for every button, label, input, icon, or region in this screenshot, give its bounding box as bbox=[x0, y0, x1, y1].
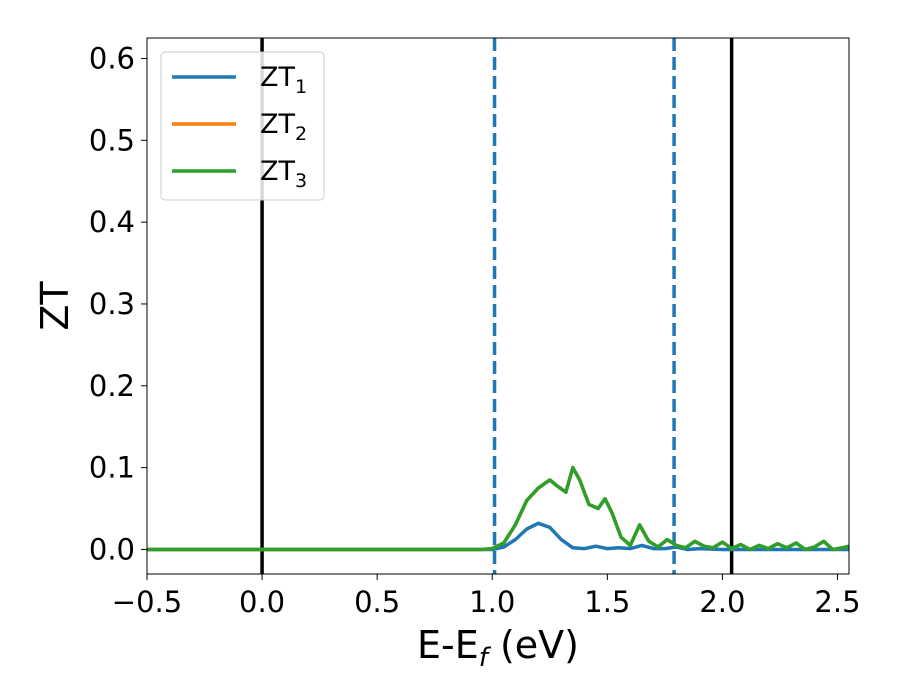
x-tick-label: 0.5 bbox=[354, 585, 400, 619]
x-axis-label: E-Ef (eV) bbox=[417, 623, 579, 673]
y-tick-label: 0.3 bbox=[89, 287, 135, 321]
y-tick-label: 0.2 bbox=[89, 369, 135, 403]
plot-frame bbox=[146, 37, 850, 575]
legend-box bbox=[160, 51, 325, 201]
legend: ZT1 ZT2 ZT3 bbox=[160, 51, 325, 201]
y-tick-label: 0.1 bbox=[89, 451, 135, 485]
y-axis-ticks: 0.0 0.1 0.2 0.3 0.4 0.5 0.6 bbox=[89, 41, 147, 566]
y-tick-label: 0.4 bbox=[89, 205, 135, 239]
reference-lines bbox=[260, 38, 734, 574]
x-tick-label: −0.5 bbox=[112, 585, 182, 619]
y-tick-label: 0.5 bbox=[89, 123, 135, 157]
x-axis-ticks: −0.5 0.0 0.5 1.0 1.5 2.0 2.5 bbox=[112, 574, 861, 619]
x-tick-label: 1.5 bbox=[584, 585, 630, 619]
series-line-2 bbox=[147, 465, 849, 552]
x-tick-label: 0.0 bbox=[239, 585, 285, 619]
y-tick-label: 0.6 bbox=[89, 41, 135, 75]
series-lines bbox=[147, 465, 849, 552]
legend-label-2: ZT2 bbox=[260, 109, 307, 145]
legend-label-3: ZT3 bbox=[260, 156, 307, 192]
series-line-3 bbox=[147, 465, 849, 552]
legend-label-1: ZT1 bbox=[260, 62, 307, 98]
x-tick-label: 2.5 bbox=[814, 585, 860, 619]
y-tick-label: 0.0 bbox=[89, 532, 135, 566]
x-axis-label-suffix: (eV) bbox=[488, 623, 579, 667]
x-tick-label: 2.0 bbox=[699, 585, 745, 619]
y-axis-label: ZT bbox=[33, 281, 77, 331]
x-tick-label: 1.0 bbox=[469, 585, 515, 619]
x-axis-label-base: E-E bbox=[417, 623, 479, 667]
